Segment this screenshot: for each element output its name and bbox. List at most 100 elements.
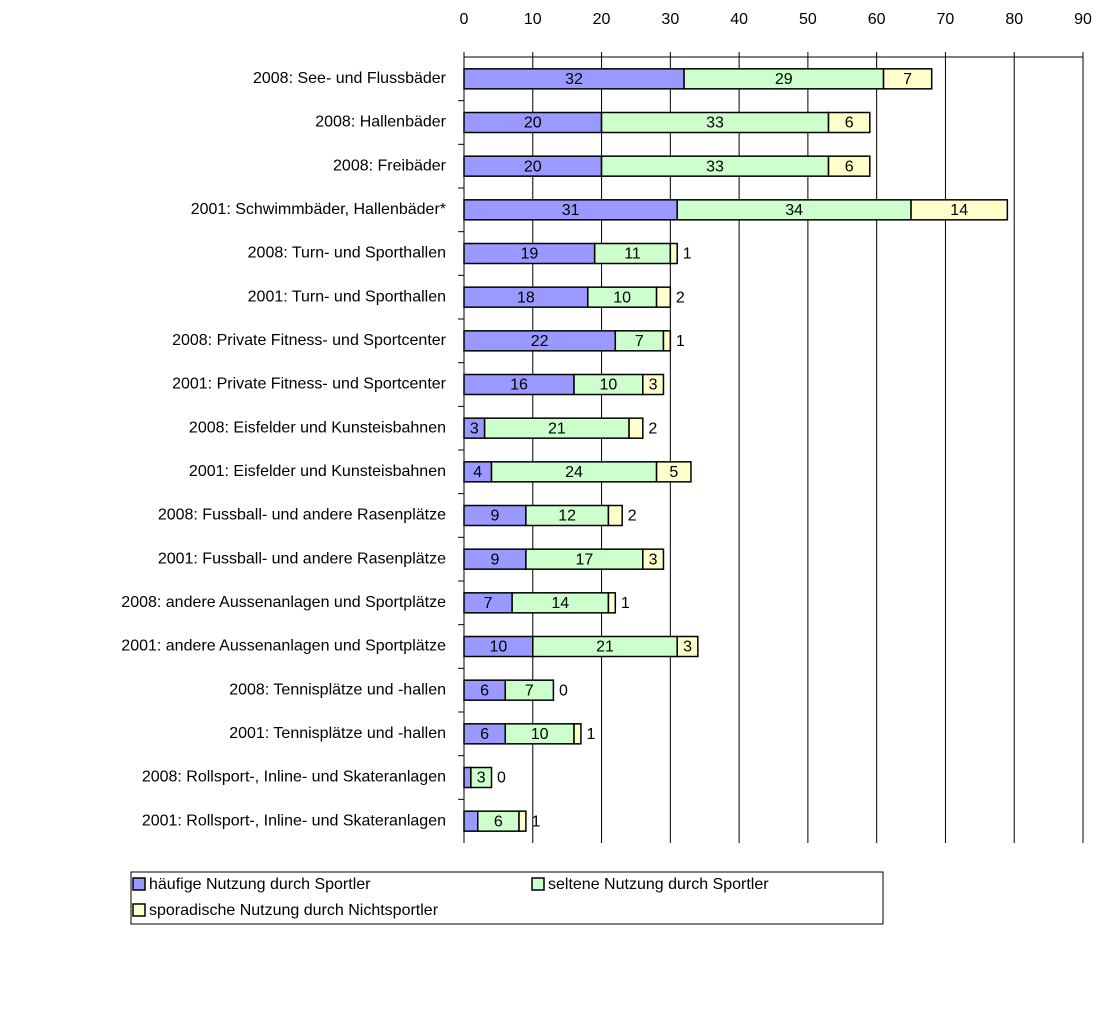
y-tick-label: 2008: See- und Flussbäder (253, 70, 447, 87)
bar-segment (676, 635, 699, 658)
data-label: 14 (950, 202, 968, 219)
x-tick-label: 20 (593, 11, 611, 28)
data-label: 0 (497, 770, 506, 787)
data-label: 6 (480, 726, 489, 743)
data-label: 33 (706, 158, 724, 175)
legend-box (130, 871, 884, 925)
data-label: 6 (845, 158, 854, 175)
data-label: 16 (510, 377, 528, 394)
data-label: 3 (683, 639, 692, 656)
data-label: 10 (600, 377, 618, 394)
x-tick-label: 60 (868, 11, 886, 28)
data-label: 6 (845, 115, 854, 132)
y-tick-label: 2008: andere Aussenanlagen und Sportplät… (121, 594, 446, 611)
bar-segment (470, 766, 493, 789)
bar-segment (642, 548, 665, 570)
data-label: 1 (676, 333, 685, 350)
data-label: 10 (489, 639, 507, 656)
legend-swatch (531, 877, 545, 891)
y-tick-label: 2008: Turn- und Sporthallen (248, 245, 446, 262)
data-label: 2 (628, 508, 637, 525)
data-label: 9 (490, 551, 499, 568)
bar-segment (669, 242, 678, 265)
data-label: 3 (649, 377, 658, 394)
y-tick-label: 2001: Turn- und Sporthallen (248, 288, 446, 305)
bar-segment (518, 810, 527, 832)
bar-segment (827, 155, 871, 177)
data-label: 20 (524, 158, 542, 175)
data-label: 12 (558, 508, 576, 525)
y-tick-label: 2001: Eisfelder und Kunsteisbahnen (189, 463, 446, 480)
bar-segment (910, 199, 1009, 221)
x-tick-label: 30 (661, 11, 679, 28)
data-label: 6 (494, 813, 503, 830)
data-label: 19 (520, 246, 538, 263)
data-label: 3 (477, 770, 486, 787)
bar-segment (827, 111, 871, 134)
data-label: 0 (559, 682, 568, 699)
bar-segment (607, 504, 623, 527)
data-label: 5 (669, 464, 678, 481)
legend-swatch (132, 877, 146, 891)
data-label: 11 (624, 246, 641, 263)
x-tick-label: 40 (730, 11, 748, 28)
y-tick-label: 2008: Private Fitness- und Sportcenter (172, 332, 447, 349)
bar-segment (573, 723, 582, 745)
bar-segment (607, 592, 617, 614)
bar-segment (628, 417, 644, 439)
bar-segment (655, 286, 672, 308)
data-label: 32 (565, 71, 583, 88)
data-label: 10 (531, 726, 549, 743)
y-tick-label: 2001: Private Fitness- und Sportcenter (172, 376, 447, 393)
data-label: 7 (525, 682, 534, 699)
data-label: 1 (683, 246, 692, 263)
data-label: 2 (676, 289, 685, 306)
data-label: 14 (551, 595, 569, 612)
data-label: 10 (613, 289, 631, 306)
data-label: 20 (524, 115, 542, 132)
y-tick-label: 2008: Rollsport-, Inline- und Skateranla… (142, 769, 446, 786)
data-label: 17 (575, 551, 593, 568)
bar-segment (504, 679, 555, 701)
data-label: 22 (531, 333, 549, 350)
legend-label: sporadische Nutzung durch Nichtsportler (149, 902, 439, 919)
y-tick-label: 2001: Rollsport-, Inline- und Skateranla… (142, 812, 446, 829)
y-tick-label: 2001: Fussball- und andere Rasenplätze (158, 550, 446, 567)
y-tick-label: 2001: Schwimmbäder, Hallenbäder* (191, 201, 446, 218)
bar-segment (655, 461, 692, 483)
data-label: 21 (596, 639, 614, 656)
data-label: 24 (565, 464, 583, 481)
data-label: 4 (473, 464, 482, 481)
data-label: 21 (548, 420, 566, 437)
legend-label: seltene Nutzung durch Sportler (548, 876, 769, 893)
bar-segment (463, 810, 479, 832)
x-tick-label: 80 (1005, 11, 1023, 28)
x-tick-label: 0 (460, 11, 469, 28)
bar-segment (463, 766, 472, 789)
data-label: 7 (484, 595, 493, 612)
data-label: 33 (706, 115, 724, 132)
data-label: 2 (648, 420, 657, 437)
data-label: 31 (562, 202, 580, 219)
bar-segment (882, 68, 933, 90)
data-label: 3 (649, 551, 658, 568)
x-tick-label: 50 (799, 11, 817, 28)
x-tick-label: 70 (937, 11, 955, 28)
data-label: 1 (621, 595, 630, 612)
data-label: 29 (775, 71, 793, 88)
legend-swatch (132, 903, 146, 917)
y-tick-label: 2008: Fussball- und andere Rasenplätze (158, 507, 446, 524)
y-tick-label: 2008: Tennisplätze und -hallen (229, 681, 446, 698)
data-label: 1 (531, 813, 540, 830)
data-label: 7 (635, 333, 644, 350)
bar-segment (642, 373, 665, 396)
y-tick-label: 2008: Freibäder (333, 157, 447, 174)
data-label: 7 (903, 71, 912, 88)
y-tick-label: 2001: Tennisplätze und -hallen (229, 725, 446, 742)
x-tick-label: 10 (524, 11, 542, 28)
data-label: 18 (517, 289, 535, 306)
data-label: 6 (480, 682, 489, 699)
y-tick-label: 2008: Hallenbäder (315, 114, 446, 131)
legend-label: häufige Nutzung durch Sportler (149, 876, 371, 893)
